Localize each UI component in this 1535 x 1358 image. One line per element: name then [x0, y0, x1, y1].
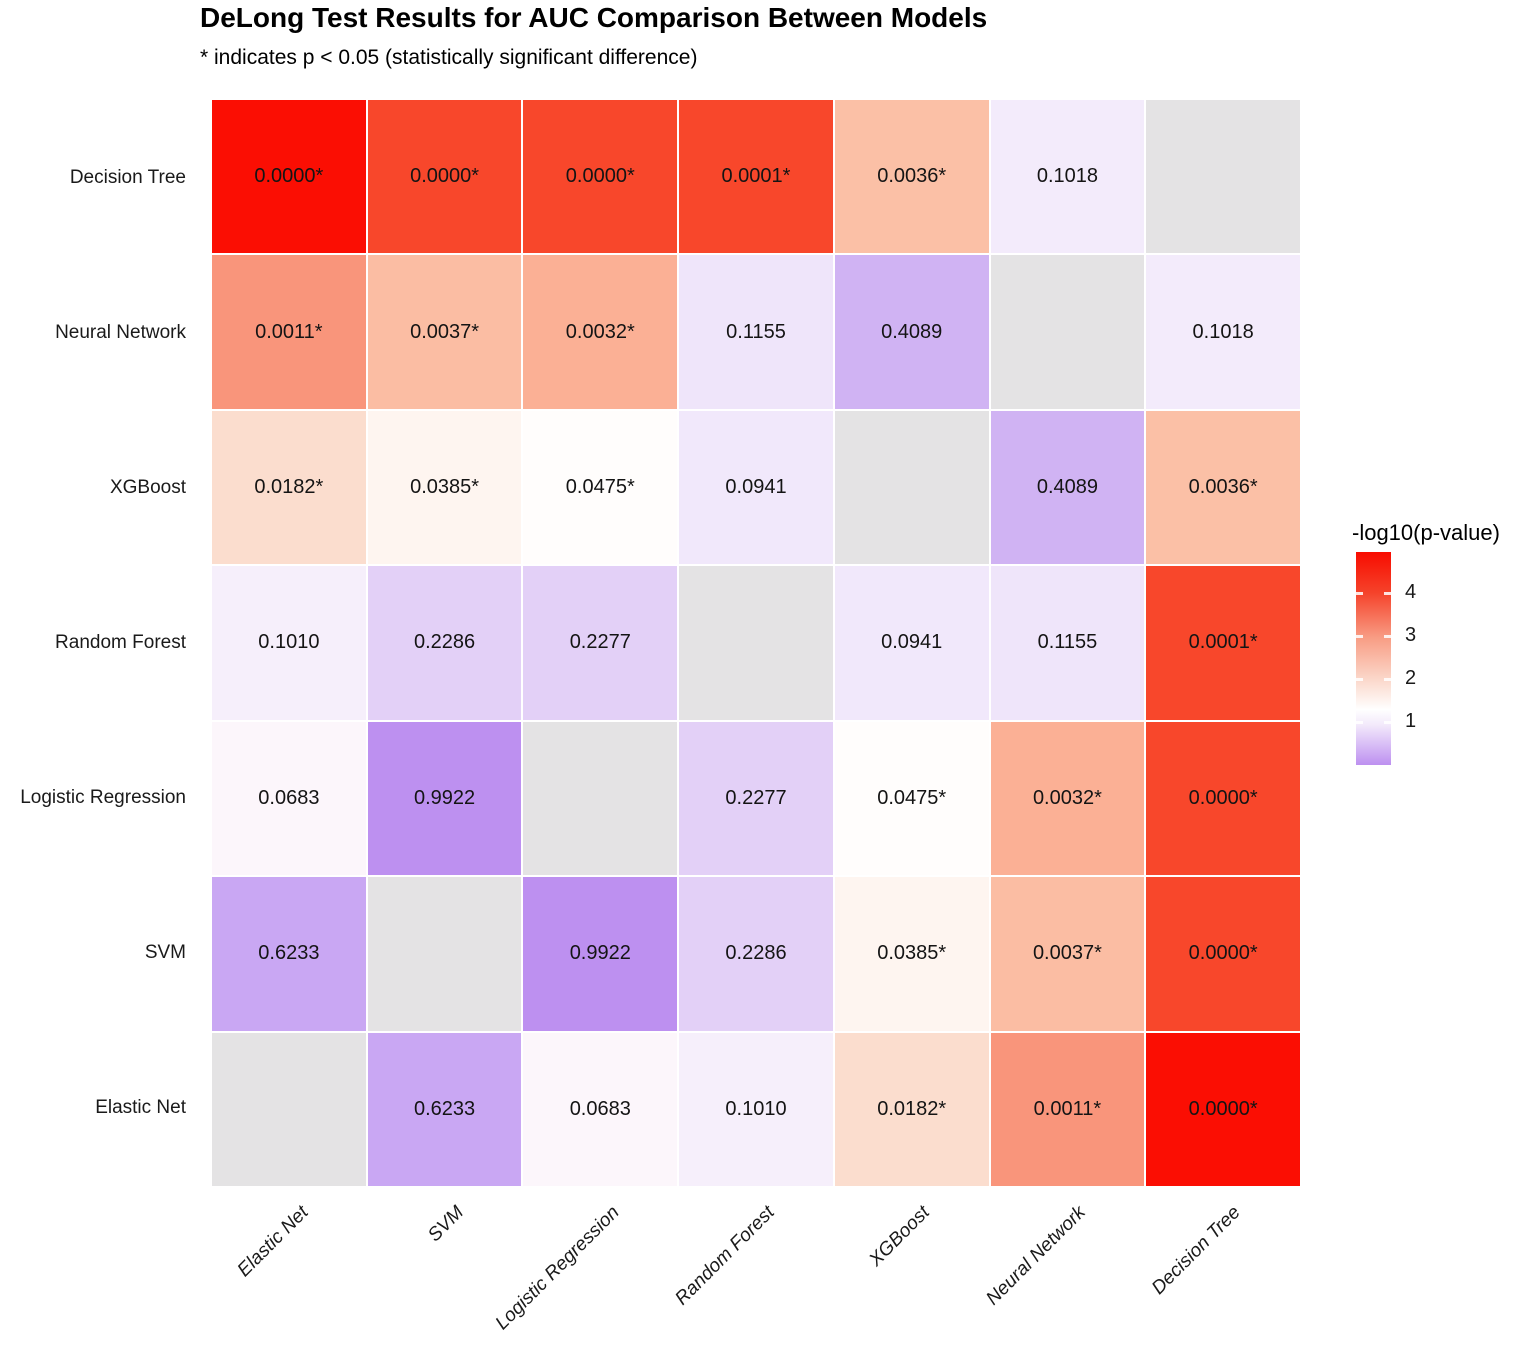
heatmap-cell: 0.2286	[679, 877, 833, 1031]
legend-colorbar	[1356, 552, 1391, 765]
heatmap-grid: 0.0000* 0.0000* 0.0000* 0.0001* 0.0036* 0.101…	[212, 100, 1300, 1186]
heatmap-cell: 0.1010	[212, 566, 366, 720]
heatmap-cell-diagonal	[212, 1032, 366, 1186]
heatmap-cell: 0.9922	[367, 721, 522, 876]
heatmap-cell: 0.1018	[990, 100, 1145, 254]
heatmap-cell: 0.0000*	[212, 100, 366, 254]
heatmap-cell-diagonal	[834, 410, 989, 565]
heatmap-cell: 0.0475*	[523, 410, 678, 565]
legend-tick-mark	[1384, 591, 1391, 595]
heatmap-cell: 0.1018	[1146, 255, 1300, 409]
heatmap-cell: 0.0385*	[834, 877, 989, 1031]
heatmap-cell: 0.0182*	[212, 410, 366, 565]
heatmap-cell: 0.0032*	[523, 255, 678, 409]
y-axis-label: XGBoost	[109, 476, 186, 498]
legend-tick-label: 4	[1405, 580, 1417, 603]
heatmap-cell: 0.0683	[523, 1032, 678, 1186]
heatmap-cell: 0.9922	[523, 877, 678, 1031]
heatmap-cell: 0.0001*	[679, 100, 833, 254]
y-axis-label: Elastic Net	[95, 1097, 186, 1119]
heatmap-cell: 0.2277	[523, 566, 678, 720]
heatmap-cell: 0.0011*	[990, 1032, 1145, 1186]
heatmap-cell: 0.0000*	[1146, 721, 1300, 876]
heatmap-cell: 0.0037*	[367, 255, 522, 409]
heatmap-cell: 0.0000*	[1146, 1032, 1300, 1186]
heatmap-cell: 0.1010	[679, 1032, 833, 1186]
heatmap-cell: 0.0011*	[212, 255, 366, 409]
legend-tick-mark	[1356, 634, 1363, 638]
heatmap-cell: 0.4089	[990, 410, 1145, 565]
chart-subtitle: * indicates p < 0.05 (statistically sign…	[200, 46, 698, 69]
heatmap-cell: 0.0036*	[834, 100, 989, 254]
x-axis-label: Neural Network	[982, 1202, 1090, 1310]
heatmap-cell-diagonal	[367, 877, 522, 1031]
heatmap-cell: 0.1155	[679, 255, 833, 409]
heatmap-cell: 0.0000*	[367, 100, 522, 254]
heatmap-cell: 0.0000*	[523, 100, 678, 254]
heatmap-cell: 0.4089	[834, 255, 989, 409]
heatmap-cell-diagonal	[523, 721, 678, 876]
y-axis-label: Decision Tree	[69, 166, 186, 188]
heatmap-cell: 0.0000*	[1146, 877, 1300, 1031]
heatmap-cell: 0.0941	[834, 566, 989, 720]
heatmap-cell-diagonal	[679, 566, 833, 720]
heatmap-cell: 0.0683	[212, 721, 366, 876]
x-axis-label: XGBoost	[865, 1202, 935, 1271]
heatmap-cell: 0.2286	[367, 566, 522, 720]
legend-tick-mark	[1384, 677, 1391, 681]
legend-tick-label: 2	[1405, 666, 1417, 689]
heatmap-cell: 0.0037*	[990, 877, 1145, 1031]
heatmap-cell: 0.0032*	[990, 721, 1145, 876]
legend-tick-mark	[1356, 677, 1363, 681]
x-axis-label: Decision Tree	[1148, 1202, 1246, 1299]
heatmap-cell: 0.1155	[990, 566, 1145, 720]
legend-tick-mark	[1384, 634, 1391, 638]
y-axis-labels: Decision Tree Neural Network XGBoost Random…	[0, 100, 198, 1186]
heatmap-cell: 0.0941	[679, 410, 833, 565]
heatmap-cell: 0.6233	[367, 1032, 522, 1186]
x-axis-label: SVM	[424, 1202, 468, 1246]
legend-tick-mark	[1356, 720, 1363, 724]
legend-tick-mark	[1384, 720, 1391, 724]
heatmap-cell: 0.0036*	[1146, 410, 1300, 565]
heatmap-cell: 0.0001*	[1146, 566, 1300, 720]
y-axis-label: Neural Network	[55, 321, 186, 343]
heatmap-cell: 0.2277	[679, 721, 833, 876]
heatmap-cell: 0.0182*	[834, 1032, 989, 1186]
legend-title: -log10(p-value)	[1352, 520, 1500, 545]
heatmap-cell: 0.6233	[212, 877, 366, 1031]
y-axis-label: Logistic Regression	[20, 787, 186, 809]
chart-title: DeLong Test Results for AUC Comparison B…	[200, 2, 988, 33]
x-axis-label: Random Forest	[671, 1202, 779, 1310]
y-axis-label: Random Forest	[55, 631, 186, 653]
legend-tick-mark	[1356, 591, 1363, 595]
y-axis-label: SVM	[144, 942, 186, 964]
heatmap-cell: 0.0475*	[834, 721, 989, 876]
heatmap-cell: 0.0385*	[367, 410, 522, 565]
x-axis-label: Elastic Net	[233, 1202, 313, 1282]
x-axis-label: Logistic Regression	[491, 1202, 624, 1335]
legend-tick-label: 3	[1405, 623, 1417, 646]
heatmap-cell-diagonal	[1146, 100, 1300, 254]
heatmap-cell-diagonal	[990, 255, 1145, 409]
legend-tick-label: 1	[1405, 709, 1417, 732]
